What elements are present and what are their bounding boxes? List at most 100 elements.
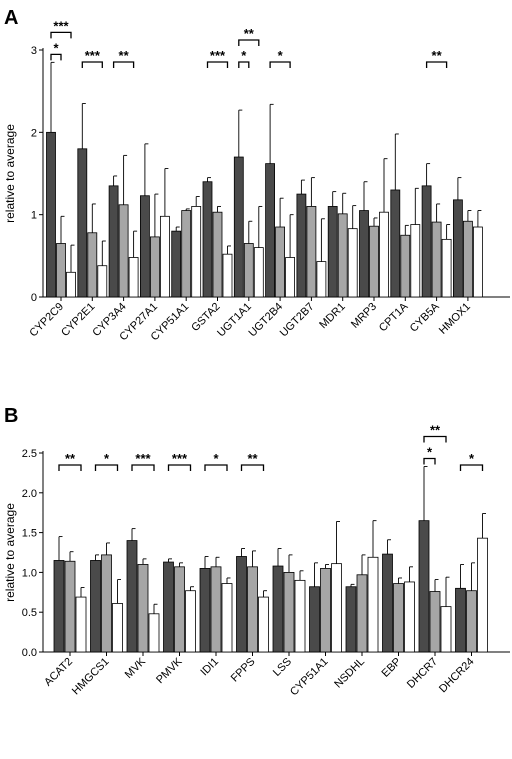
bar (283, 572, 295, 653)
bar (400, 234, 411, 298)
bar (191, 206, 202, 298)
bar (221, 583, 233, 653)
bar (294, 579, 306, 653)
bar (275, 226, 286, 298)
significance-label: * (104, 451, 110, 466)
bar (285, 257, 296, 298)
bar (390, 189, 401, 298)
significance-label: *** (53, 18, 69, 33)
bar (455, 587, 466, 653)
bar (159, 215, 170, 298)
bar (90, 560, 101, 653)
significance-bracket (50, 31, 72, 39)
bar (327, 206, 338, 298)
significance-bracket (238, 39, 260, 46)
bar (202, 181, 213, 298)
significance-label: ** (119, 48, 130, 63)
significance-bracket (269, 61, 291, 68)
significance-label: *** (85, 48, 101, 63)
bar (477, 537, 488, 653)
bar (369, 225, 379, 298)
significance-label: * (53, 40, 59, 55)
bar (347, 228, 358, 298)
significance-label: *** (135, 451, 151, 466)
bar (440, 606, 452, 653)
x-tick-label: NSDHL (332, 656, 367, 691)
x-tick-label: DHCR7 (405, 656, 440, 691)
bar (137, 564, 149, 653)
x-tick-label: UGT2B7 (278, 301, 317, 340)
bar (472, 226, 483, 298)
bar (253, 247, 264, 298)
x-tick-label: MVK (123, 655, 149, 681)
y-tick-label: 2.5 (22, 448, 37, 460)
x-tick-label: EBP (380, 656, 404, 680)
x-tick-label: CYP2E1 (59, 301, 97, 339)
significance-label: ** (432, 48, 443, 63)
bar (163, 561, 174, 653)
bar (331, 563, 342, 653)
significance-label: ** (244, 26, 255, 41)
significance-bracket (238, 61, 250, 68)
x-tick-label: IDI1 (198, 656, 221, 679)
bar (128, 257, 139, 298)
bar (441, 238, 452, 298)
bar (452, 199, 463, 298)
x-tick-label: ACAT2 (42, 656, 75, 689)
bar (236, 556, 247, 653)
x-tick-label: HMOX1 (437, 301, 473, 337)
bar (306, 206, 317, 298)
y-axis-label: relative to average (3, 503, 17, 602)
bar (46, 131, 56, 298)
significance-bracket (423, 457, 436, 465)
y-tick-label: 0 (31, 292, 37, 304)
bar (272, 565, 284, 653)
bar (296, 193, 307, 298)
panel-letter: B (4, 405, 18, 427)
bar (75, 596, 87, 653)
x-tick-label: MRP3 (349, 301, 379, 331)
bar (309, 586, 320, 653)
bar (174, 566, 185, 653)
significance-label: * (278, 48, 284, 63)
bar (139, 195, 150, 298)
significance-bracket (240, 464, 265, 471)
x-tick-label: CYP2C9 (27, 301, 66, 340)
bar (97, 265, 108, 298)
bar (320, 568, 331, 653)
significance-label: * (213, 451, 219, 466)
bar (53, 560, 65, 653)
bar (233, 156, 244, 298)
y-tick-label: 3 (31, 45, 37, 57)
y-axis-label: relative to average (3, 124, 17, 223)
bar (359, 210, 369, 298)
x-tick-label: DHCR24 (437, 656, 477, 696)
significance-bracket (459, 464, 484, 471)
x-tick-label: MDR1 (317, 301, 348, 332)
bar (171, 230, 182, 298)
bar (148, 613, 160, 653)
bar (247, 566, 258, 653)
bar (126, 540, 138, 653)
significance-bracket (94, 464, 119, 471)
bar (185, 590, 196, 653)
bar (101, 554, 112, 653)
significance-label: *** (172, 451, 188, 466)
panel-letter: A (4, 7, 18, 29)
x-tick-label: PMVK (154, 655, 185, 686)
significance-label: *** (210, 48, 226, 63)
x-tick-label: CPT1A (377, 300, 411, 334)
significance-bracket (206, 61, 229, 68)
bar (66, 271, 76, 298)
significance-bracket (112, 61, 135, 68)
bar (149, 236, 160, 298)
significance-label: ** (430, 423, 441, 438)
significance-bracket (425, 61, 448, 68)
x-tick-label: HMGCS1 (70, 656, 112, 698)
bar (77, 148, 88, 298)
significance-label: * (241, 48, 247, 63)
bar (382, 553, 393, 653)
